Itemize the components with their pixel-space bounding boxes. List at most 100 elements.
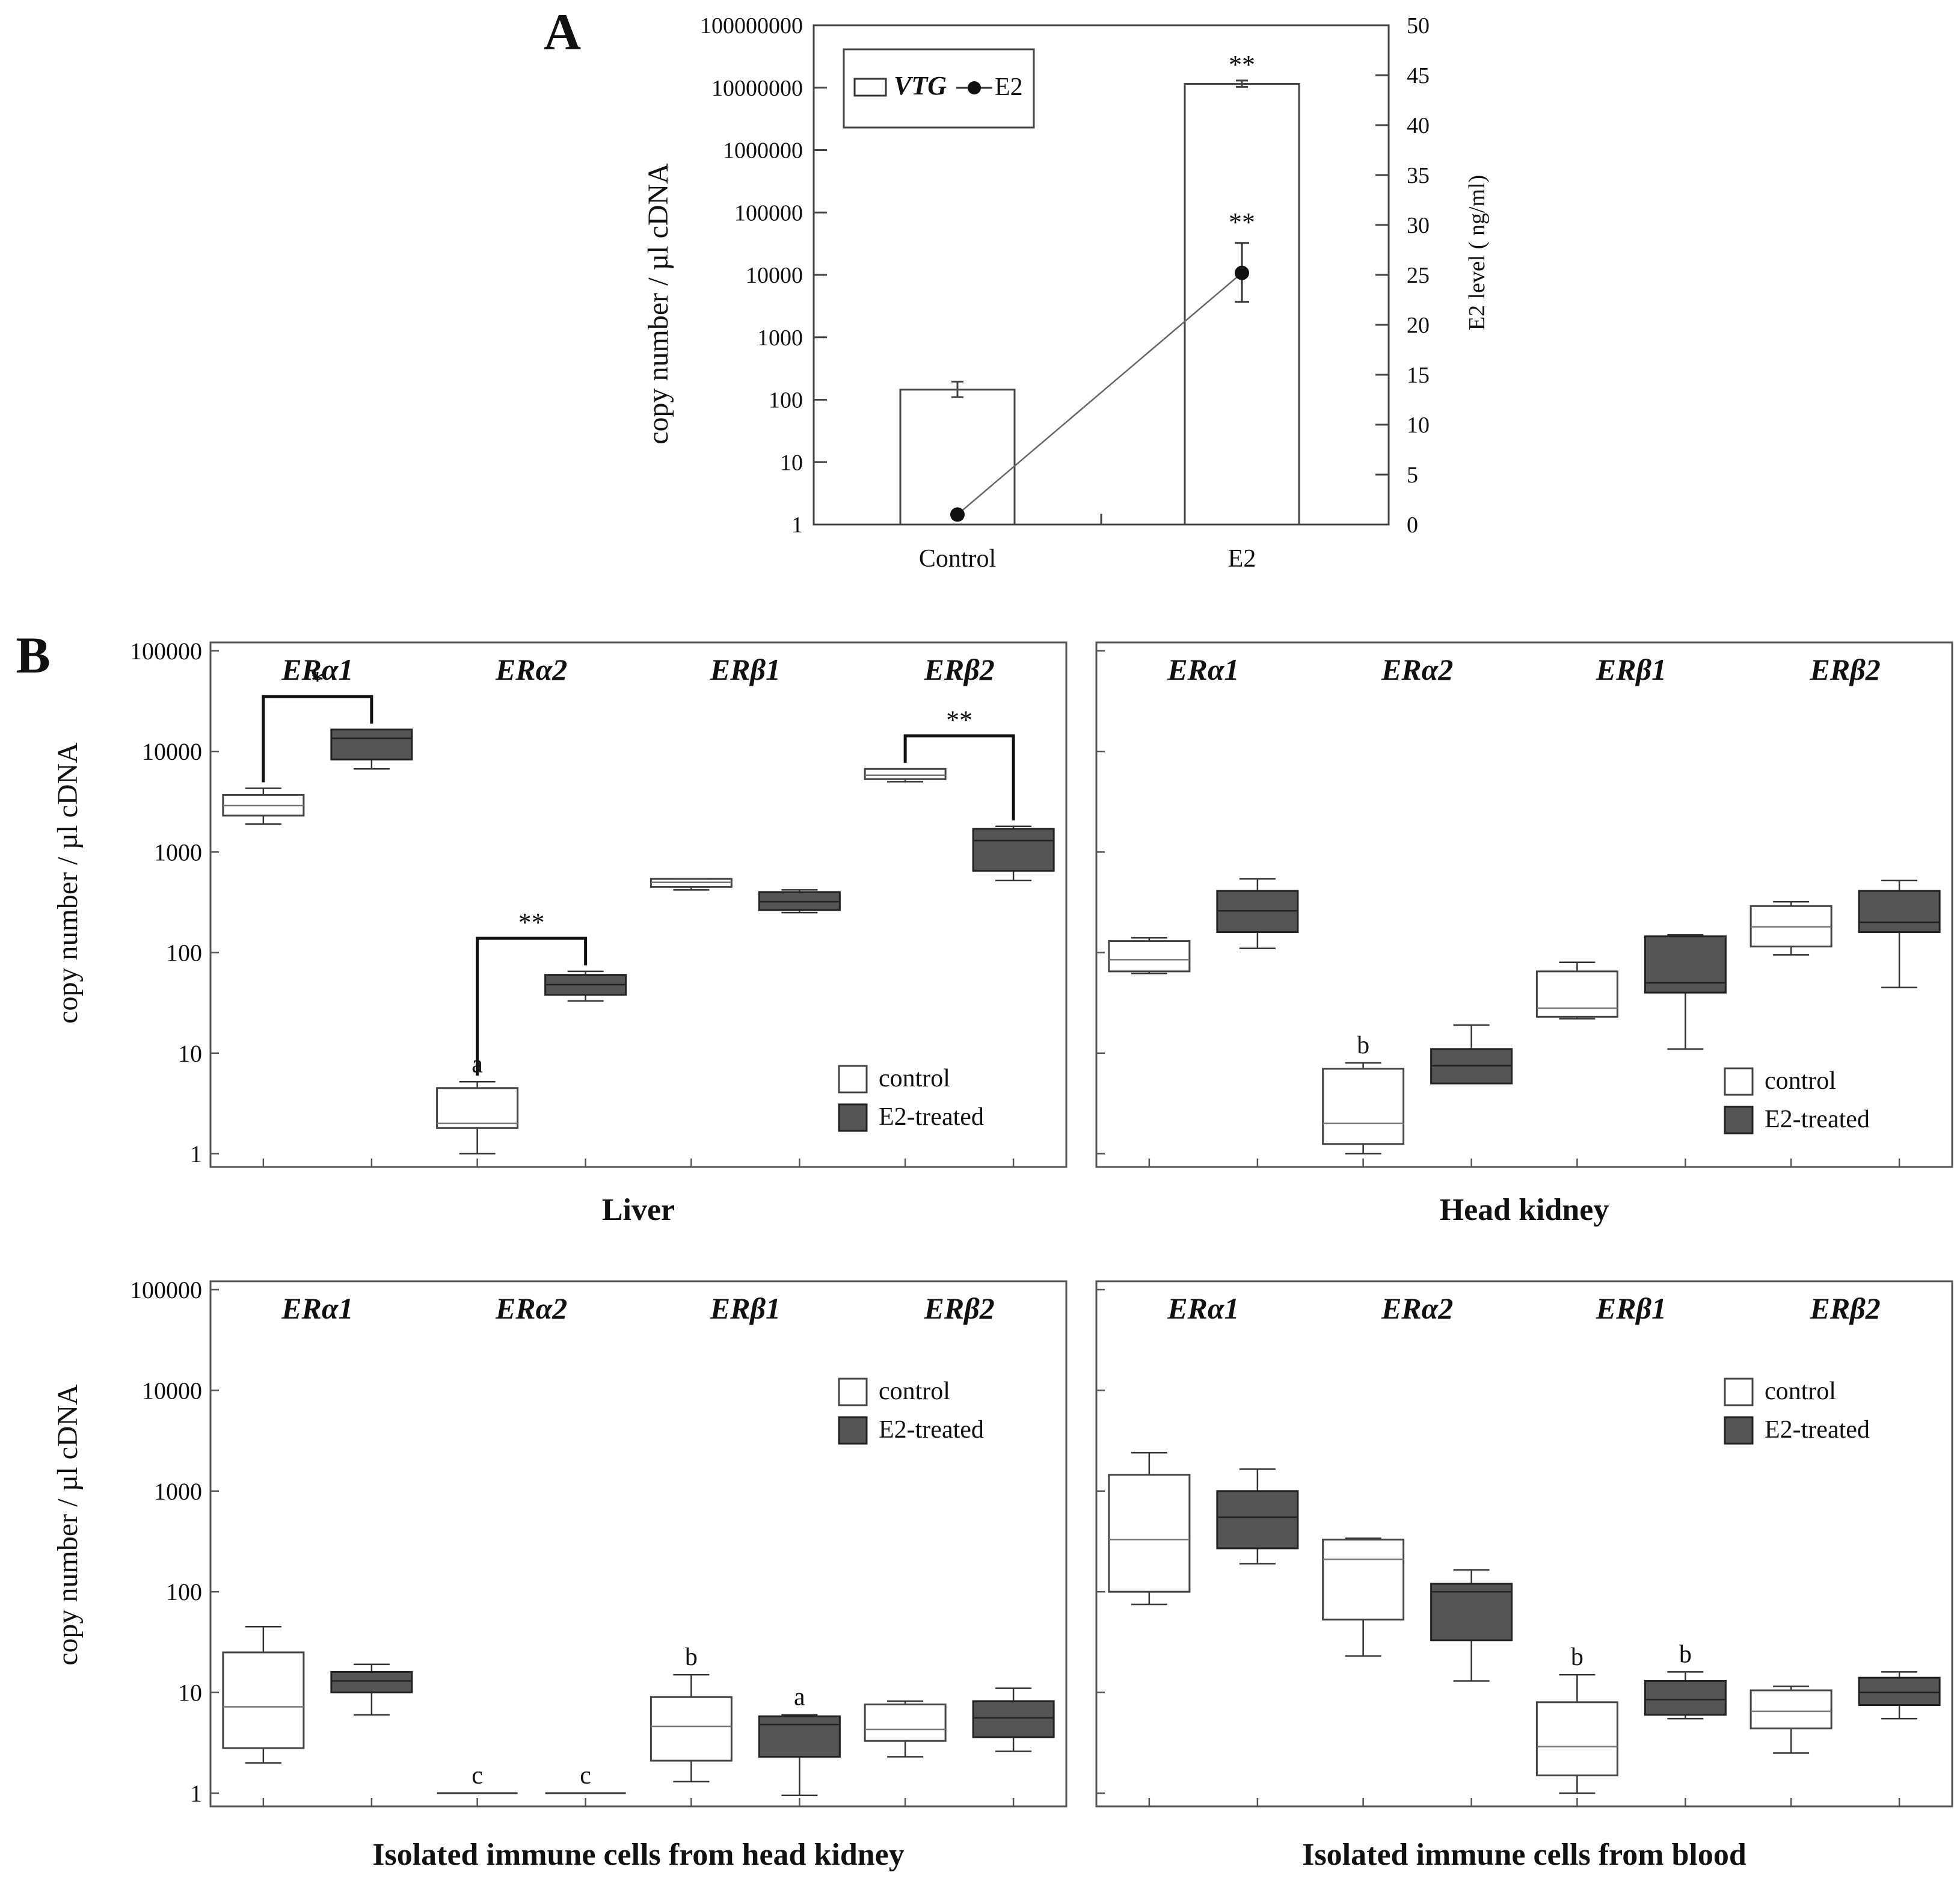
gene-header-eralpha2: ERα2 (495, 1291, 567, 1325)
left-axis-tick-label: 10000 (746, 263, 803, 288)
y-axis-tick-label: 1000 (154, 1478, 202, 1505)
right-axis-tick-label: 30 (1407, 213, 1430, 238)
panel-b-letter: B (16, 626, 50, 684)
y-axis-tick-label: 10 (178, 1679, 202, 1707)
significance-bracket-eralpha1 (262, 695, 373, 783)
box-eralpha1-control (1108, 1474, 1191, 1593)
legend-e2-treated-swatch (838, 1416, 868, 1445)
box-erbeta2-e2-treated (1858, 890, 1941, 933)
legend-control-swatch (1724, 1377, 1754, 1406)
box-erbeta1-e2-treated (1644, 935, 1727, 994)
plot-frame (1095, 1280, 1953, 1808)
right-axis-tick-label: 20 (1407, 313, 1430, 338)
legend-control-swatch (1724, 1067, 1754, 1096)
panel-a-letter: A (544, 3, 581, 61)
significance-stars-erbeta2: ** (946, 705, 972, 734)
legend-control-swatch (838, 1065, 868, 1094)
panel-b-isolated-immune-cells-from-head-kidney: 1 10 100 1000 10000 100000 ERα1 ERα2 ERβ1 ERβ2 c c b… (130, 1276, 1068, 1872)
group-letter-eralpha2-control: b (1357, 1032, 1369, 1059)
box-eralpha1-e2-treated (330, 1670, 413, 1694)
left-axis-tick-label: 100 (769, 388, 803, 413)
group-letter-erbeta1-e2-treated: b (1679, 1640, 1692, 1668)
left-axis-tick-label: 10 (780, 450, 803, 475)
gene-header-eralpha2: ERα2 (1381, 653, 1453, 686)
panel-title: Isolated immune cells from blood (1302, 1838, 1746, 1872)
legend-control-label: control (879, 1377, 950, 1405)
panel-a-right-axis-label: E2 level ( ng/ml) (1464, 175, 1490, 331)
significance-stars-eralpha2: ** (518, 908, 545, 937)
right-axis-tick-label: 45 (1407, 63, 1430, 88)
group-letter-erbeta1-control: b (685, 1643, 698, 1671)
gene-header-eralpha1: ERα1 (281, 1291, 353, 1325)
category-label-control: Control (919, 545, 996, 573)
box-eralpha1-control (1108, 940, 1191, 973)
group-letter-erbeta1-e2-treated: a (794, 1684, 805, 1711)
line-e2 (957, 272, 1243, 516)
panel-title: Head kidney (1440, 1193, 1609, 1227)
left-axis-tick-label: 100000 (734, 200, 803, 226)
right-axis-tick-label: 5 (1407, 463, 1418, 488)
panel-a: A 11010010001000010000010000001000000010… (544, 3, 1490, 573)
box-eralpha1-control (222, 1651, 305, 1749)
group-letter-eralpha2-e2-treated: c (580, 1762, 591, 1790)
y-axis-tick-label: 1000 (154, 839, 202, 866)
box-erbeta2-control (1750, 1689, 1833, 1729)
right-axis-tick-label: 10 (1407, 413, 1430, 438)
panel-a-marks: ** ** (899, 50, 1300, 526)
gene-header-erbeta2: ERβ2 (1809, 653, 1880, 686)
box-eralpha2-e2-treated (1430, 1583, 1513, 1642)
gene-header-erbeta1: ERβ1 (710, 653, 781, 686)
panel-b-isolated-immune-cells-from-blood: ERα1 ERα2 ERβ1 ERβ2 b b control E2-treated Isola… (1095, 1280, 1953, 1872)
panel-a-right-axis: 0 5 10 15 20 25 30 35 40 45 50 (1375, 13, 1430, 538)
left-axis-tick-label: 1 (791, 513, 803, 538)
box-erbeta2-e2-treated (972, 828, 1055, 872)
significance-e2-e2: ** (1229, 208, 1255, 237)
legend-control-label: control (1765, 1067, 1836, 1095)
bar-vtg-e2 (1184, 82, 1300, 526)
panel-b-y-axis-label-top: copy number / µl cDNA (52, 742, 84, 1024)
point-e2-e2 (1235, 265, 1249, 280)
box-eralpha2-control (1322, 1538, 1405, 1621)
right-axis-tick-label: 25 (1407, 263, 1430, 288)
left-axis-tick-label: 1000000 (723, 138, 803, 164)
panel-a-left-axis: 1 10 100 1000 10000 100000 1000000 10000000 1000… (700, 13, 827, 538)
box-erbeta1-e2-treated (758, 1715, 841, 1758)
box-erbeta2-control (864, 1704, 947, 1742)
y-axis-tick-label: 1 (190, 1140, 202, 1168)
box-erbeta1-e2-treated (1644, 1680, 1727, 1716)
box-eralpha1-e2-treated (1216, 1490, 1299, 1550)
right-axis-tick-label: 50 (1407, 13, 1430, 38)
gene-header-erbeta2: ERβ2 (1809, 1291, 1880, 1325)
legend-e2-treated-swatch (1724, 1106, 1754, 1134)
bar-vtg-control (899, 389, 1016, 526)
gene-header-eralpha1: ERα1 (1167, 653, 1239, 686)
gene-header-erbeta1: ERβ1 (1596, 1291, 1667, 1325)
legend-e2-treated-label: E2-treated (879, 1103, 984, 1131)
legend-e2-marker (968, 81, 981, 94)
y-axis-tick-label: 100 (166, 1578, 202, 1605)
gene-header-erbeta2: ERβ2 (923, 1291, 994, 1325)
group-letter-erbeta1-control: b (1571, 1643, 1584, 1671)
significance-bracket-eralpha2 (476, 937, 588, 1076)
left-axis-tick-label: 100000000 (700, 13, 803, 38)
panel-a-left-axis-label: copy number / µl cDNA (642, 163, 674, 445)
y-axis-tick-label: 1 (190, 1780, 202, 1807)
box-eralpha1-e2-treated (330, 728, 413, 761)
y-axis-tick-label: 10000 (142, 738, 202, 765)
plot-frame (1095, 641, 1953, 1168)
significance-stars-eralpha1: * (311, 666, 324, 695)
gene-header-eralpha1: ERα1 (1167, 1291, 1239, 1325)
left-axis-tick-label: 1000 (757, 325, 803, 351)
box-erbeta2-control (864, 768, 947, 780)
legend-vtg-swatch (853, 78, 887, 97)
right-axis-tick-label: 15 (1407, 363, 1430, 388)
panel-b-y-axis-label-bottom: copy number / µl cDNA (52, 1384, 84, 1666)
panel-a-legend: VTG E2 (843, 48, 1035, 129)
gene-header-eralpha2: ERα2 (495, 653, 567, 686)
point-e2-control (950, 507, 965, 522)
right-axis-tick-label: 35 (1407, 163, 1430, 188)
panel-title: Isolated immune cells from head kidney (372, 1838, 905, 1872)
